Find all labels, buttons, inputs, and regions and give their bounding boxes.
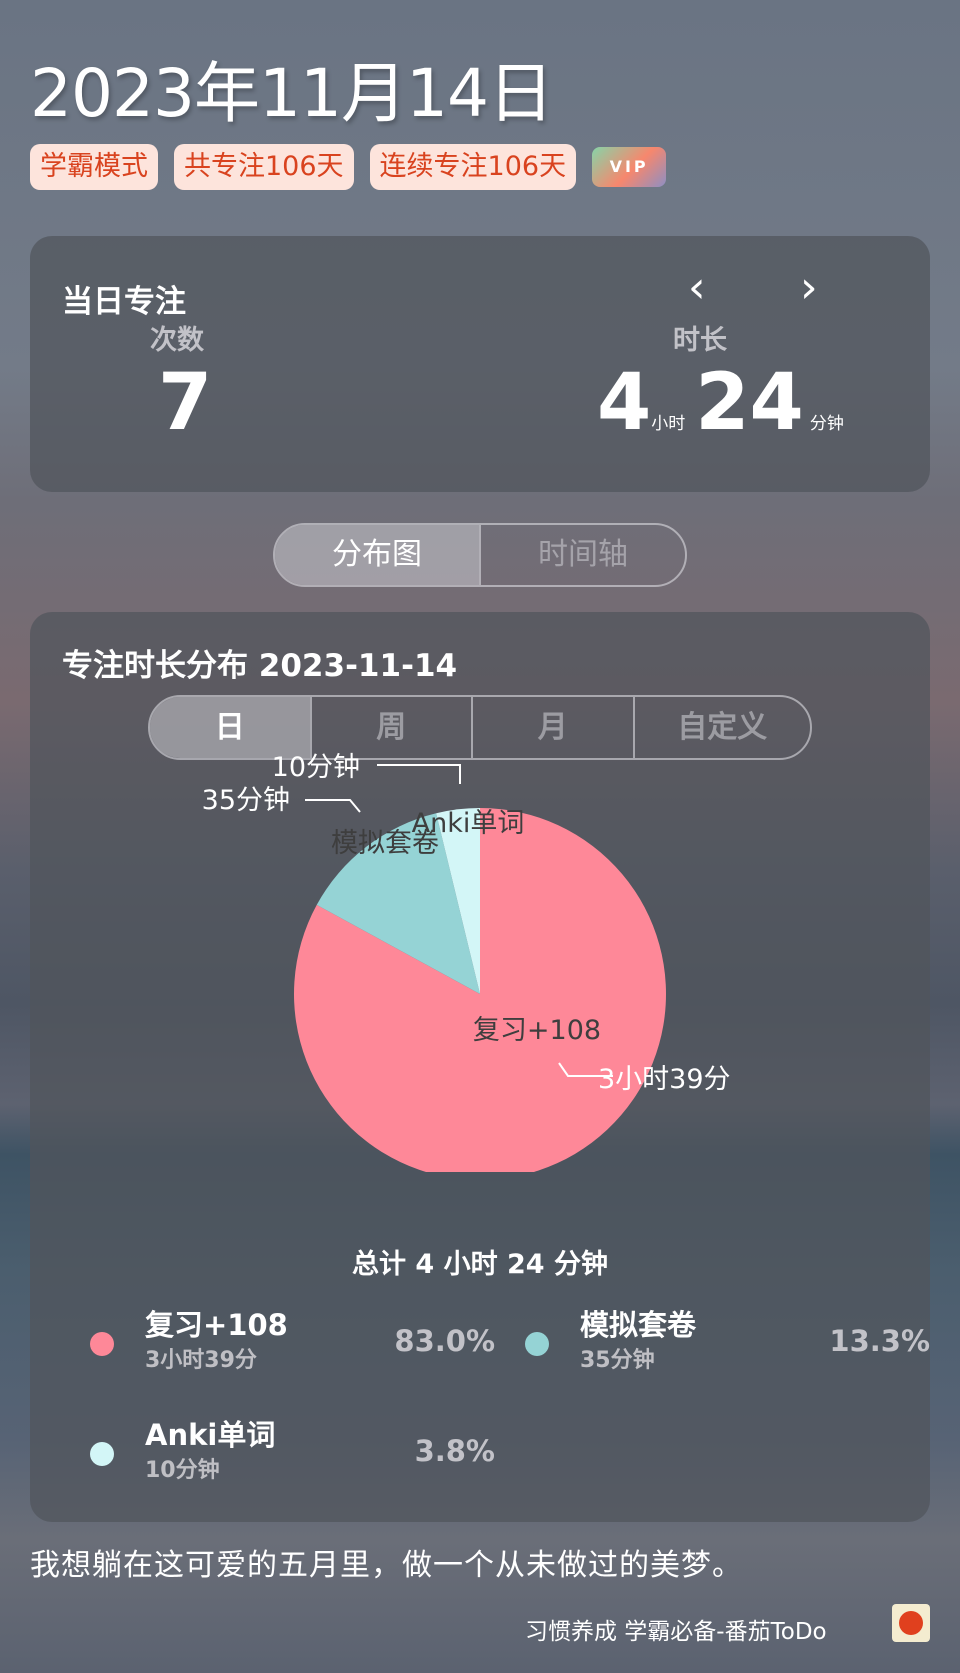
legend-dot	[90, 1442, 114, 1466]
legend-duration: 10分钟	[145, 1458, 220, 1483]
legend-item: 复习+108 3小时39分 83.0%	[30, 1302, 495, 1392]
legend-percent: 13.3%	[829, 1324, 930, 1358]
count-label: 次数	[150, 325, 204, 356]
tomato-app-icon	[892, 1604, 930, 1642]
period-week[interactable]: 周	[309, 697, 472, 758]
pie-value-label: 3小时39分	[598, 1064, 731, 1095]
distribution-card: 专注时长分布 2023-11-14 日 周 月 自定义 复习+108 模拟套卷 An…	[30, 612, 930, 1522]
period-selector: 日 周 月 自定义	[148, 695, 812, 760]
legend-percent: 3.8%	[414, 1434, 495, 1468]
legend-name: 复习+108	[145, 1308, 288, 1342]
duration-value: 4 小时 24 分钟	[597, 358, 844, 448]
pie-leader-line	[377, 764, 461, 784]
minutes-value: 24	[695, 358, 804, 448]
tab-timeline[interactable]: 时间轴	[479, 525, 685, 585]
vip-badge[interactable]: VIP	[592, 147, 667, 187]
legend-name: 模拟套卷	[580, 1308, 697, 1342]
badges: 学霸模式 共专注106天 连续专注106天 VIP	[30, 144, 667, 190]
minutes-unit: 分钟	[809, 414, 844, 434]
daily-focus-title: 当日专注	[62, 284, 186, 320]
legend-item: Anki单词 10分钟 3.8%	[30, 1412, 495, 1502]
next-day-chevron-right-icon[interactable]: ›	[800, 262, 818, 313]
count-value: 7	[158, 358, 213, 448]
daily-focus-card: 当日专注 ‹ › 次数 7 时长 4 小时 24 分钟	[30, 236, 930, 492]
total-duration: 总计 4 小时 24 分钟	[352, 1249, 608, 1280]
legend-duration: 3小时39分	[145, 1348, 257, 1373]
hours-value: 4	[597, 358, 652, 448]
pie-value-label: 35分钟	[202, 785, 290, 816]
mode-badge: 学霸模式	[30, 144, 158, 190]
streak-badge: 连续专注106天	[369, 144, 577, 190]
view-toggle: 分布图 时间轴	[273, 523, 687, 587]
date-title: 2023年11月14日	[30, 55, 554, 132]
period-custom[interactable]: 自定义	[632, 697, 810, 758]
legend-dot	[90, 1332, 114, 1356]
distribution-title: 专注时长分布 2023-11-14	[62, 648, 458, 684]
prev-day-chevron-left-icon[interactable]: ‹	[688, 262, 706, 313]
quote-text: 我想躺在这可爱的五月里，做一个从未做过的美梦。	[30, 1548, 743, 1583]
duration-label: 时长	[673, 325, 727, 356]
legend-name: Anki单词	[145, 1418, 276, 1452]
pie-value-label: 10分钟	[272, 752, 360, 783]
period-day[interactable]: 日	[150, 697, 310, 758]
pie-slice-label: Anki单词	[412, 808, 525, 839]
pie-slice[interactable]	[436, 808, 480, 994]
hours-unit: 小时	[651, 414, 686, 434]
total-days-badge: 共专注106天	[174, 144, 354, 190]
legend-duration: 35分钟	[580, 1348, 655, 1373]
legend-dot	[525, 1332, 549, 1356]
app-slogan: 习惯养成 学霸必备-番茄ToDo	[525, 1619, 827, 1645]
pie-slice[interactable]	[316, 813, 480, 994]
pie-leader-line	[558, 1062, 613, 1077]
period-month[interactable]: 月	[471, 697, 633, 758]
legend-item: 模拟套卷 35分钟 13.3%	[465, 1302, 930, 1392]
pie-leader-line	[305, 799, 361, 813]
tab-distribution[interactable]: 分布图	[275, 525, 479, 585]
pie-slice-label: 模拟套卷	[331, 828, 439, 859]
pie-slice-label: 复习+108	[473, 1015, 601, 1046]
pie-slice[interactable]	[294, 808, 666, 1172]
legend-percent: 83.0%	[394, 1324, 495, 1358]
